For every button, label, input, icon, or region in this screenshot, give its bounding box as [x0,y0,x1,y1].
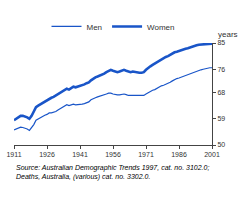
svg-text:85: 85 [217,39,225,46]
svg-text:1941: 1941 [72,151,88,158]
svg-text:Source: Australian Demographic: Source: Australian Demographic Trends 19… [16,164,209,181]
svg-text:Women: Women [147,23,174,32]
svg-text:68: 68 [217,89,225,96]
svg-text:50: 50 [217,141,225,148]
svg-text:1971: 1971 [138,151,154,158]
svg-text:Men: Men [87,23,103,32]
svg-text:years: years [218,30,238,39]
svg-text:1956: 1956 [105,151,121,158]
svg-text:2001: 2001 [204,151,220,158]
svg-text:1926: 1926 [39,151,55,158]
svg-text:1911: 1911 [6,151,21,158]
svg-text:1986: 1986 [171,151,187,158]
svg-text:76: 76 [217,66,225,73]
svg-text:59: 59 [217,115,225,122]
